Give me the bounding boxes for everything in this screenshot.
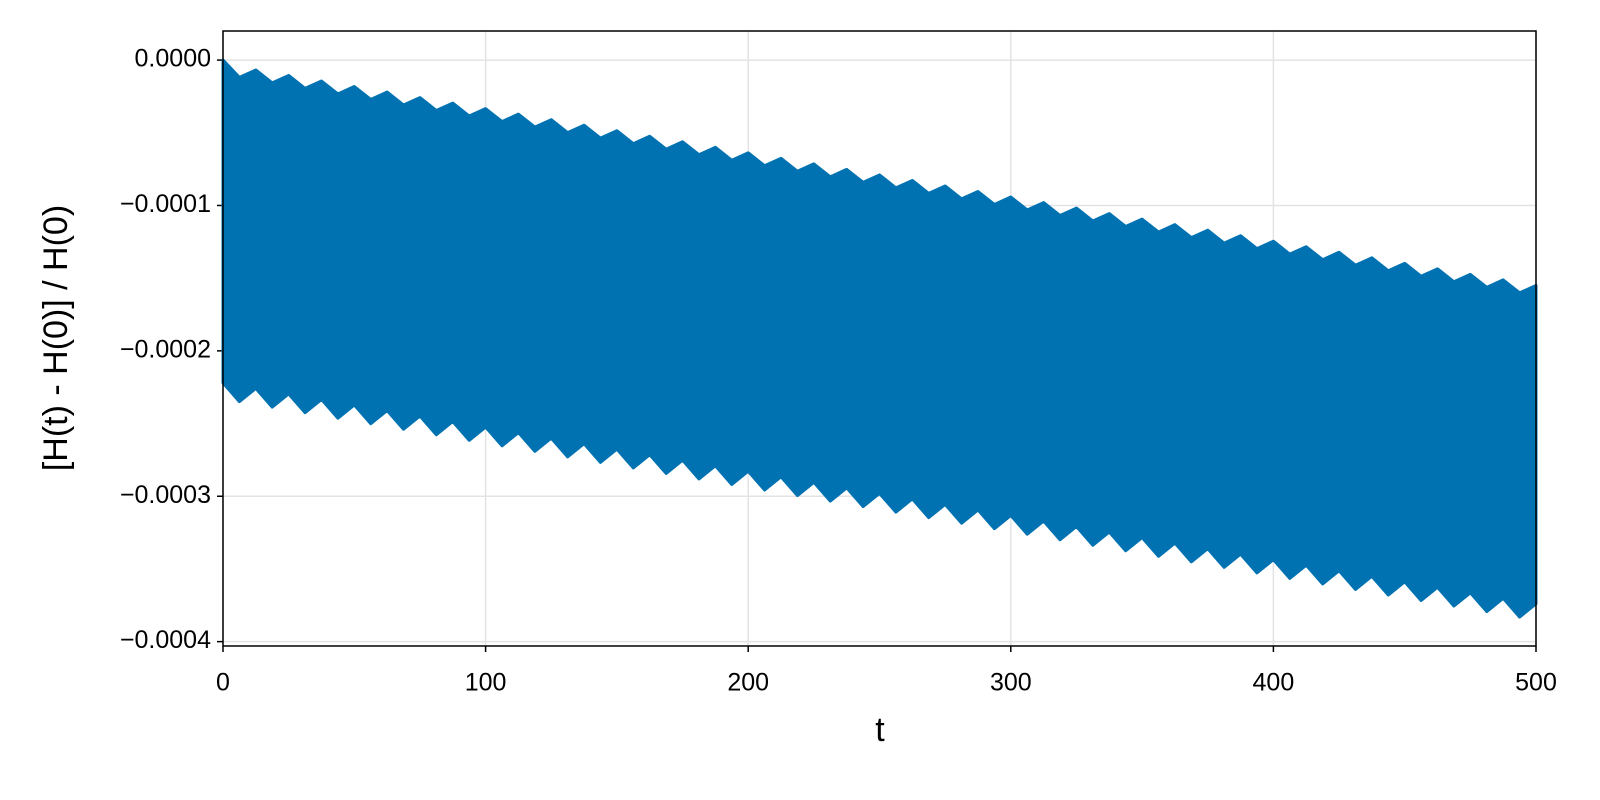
x-tick-label: 0	[216, 669, 230, 697]
y-tick-label: 0.0000	[135, 45, 211, 73]
x-tick-label: 500	[1515, 669, 1557, 697]
y-axis-label: [H(t) - H(0)] / H(0)	[37, 205, 75, 471]
plot-frame	[222, 30, 1537, 647]
y-tick-label: −0.0001	[120, 190, 211, 218]
band-area	[221, 58, 1538, 619]
x-axis-label: t	[875, 711, 885, 749]
y-tick-label: −0.0002	[120, 335, 211, 363]
x-tick-label: 100	[465, 669, 507, 697]
y-tick-label: −0.0004	[120, 626, 211, 654]
y-tick-label: −0.0003	[120, 481, 211, 509]
x-tick-label: 400	[1253, 669, 1295, 697]
x-tick-label: 200	[727, 669, 769, 697]
x-tick-label: 300	[990, 669, 1032, 697]
